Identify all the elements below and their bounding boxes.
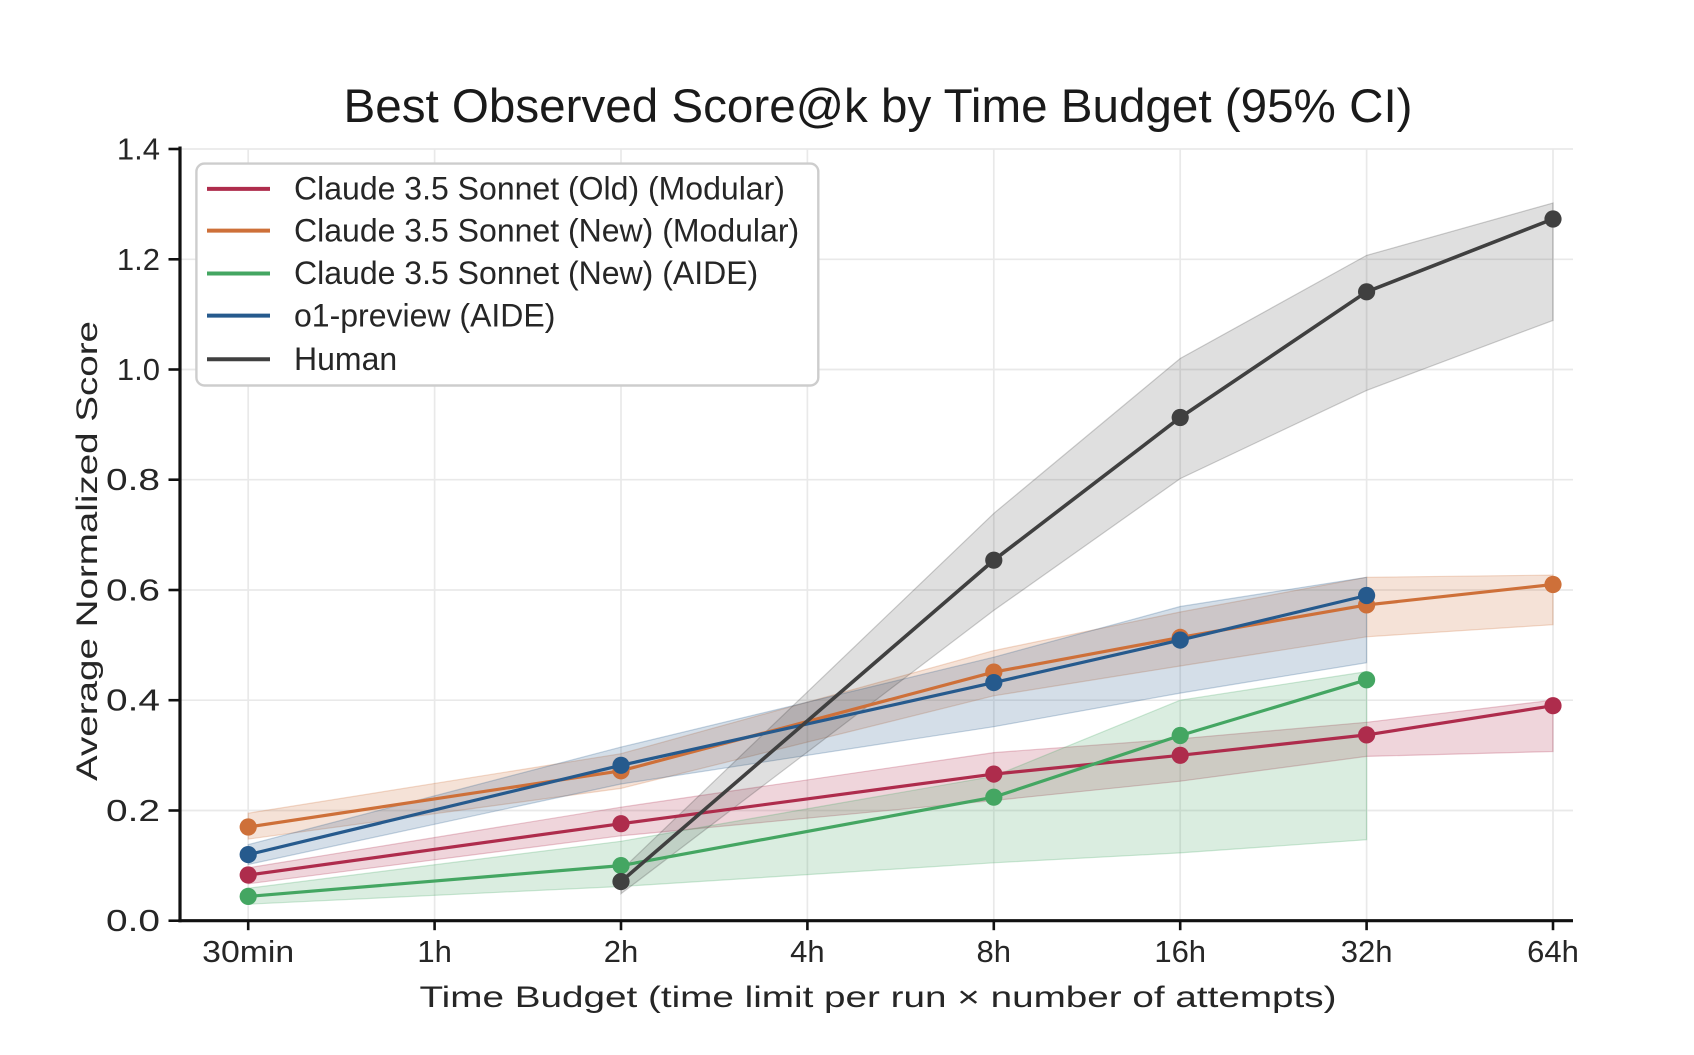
svg-text:1.4: 1.4 xyxy=(117,132,160,167)
svg-text:Best Observed Score@k by Time: Best Observed Score@k by Time Budget (95… xyxy=(344,79,1413,132)
svg-text:Claude 3.5 Sonnet (Old) (Modul: Claude 3.5 Sonnet (Old) (Modular) xyxy=(294,171,785,207)
svg-text:30min: 30min xyxy=(202,934,294,969)
svg-text:64h: 64h xyxy=(1527,934,1579,969)
svg-text:0.2: 0.2 xyxy=(106,793,160,828)
svg-text:0.4: 0.4 xyxy=(106,683,160,718)
svg-text:1.2: 1.2 xyxy=(117,242,160,277)
svg-text:0.6: 0.6 xyxy=(106,573,160,608)
svg-text:1.0: 1.0 xyxy=(117,352,160,387)
svg-text:Claude 3.5 Sonnet (New) (Modul: Claude 3.5 Sonnet (New) (Modular) xyxy=(294,212,799,248)
svg-text:8h: 8h xyxy=(977,934,1011,969)
svg-text:2h: 2h xyxy=(604,934,638,969)
svg-text:16h: 16h xyxy=(1154,934,1206,969)
svg-text:0.0: 0.0 xyxy=(106,903,160,938)
svg-text:Human: Human xyxy=(294,341,397,377)
svg-text:Time Budget (time limit per ru: Time Budget (time limit per run × number… xyxy=(420,981,1337,1014)
svg-text:32h: 32h xyxy=(1341,934,1393,969)
svg-text:0.8: 0.8 xyxy=(106,462,160,497)
svg-text:4h: 4h xyxy=(790,934,824,969)
svg-text:Claude 3.5 Sonnet (New) (AIDE): Claude 3.5 Sonnet (New) (AIDE) xyxy=(294,255,758,291)
svg-text:o1-preview (AIDE): o1-preview (AIDE) xyxy=(294,297,555,333)
svg-text:Average Normalized Score: Average Normalized Score xyxy=(71,321,104,781)
svg-text:1h: 1h xyxy=(417,934,451,969)
